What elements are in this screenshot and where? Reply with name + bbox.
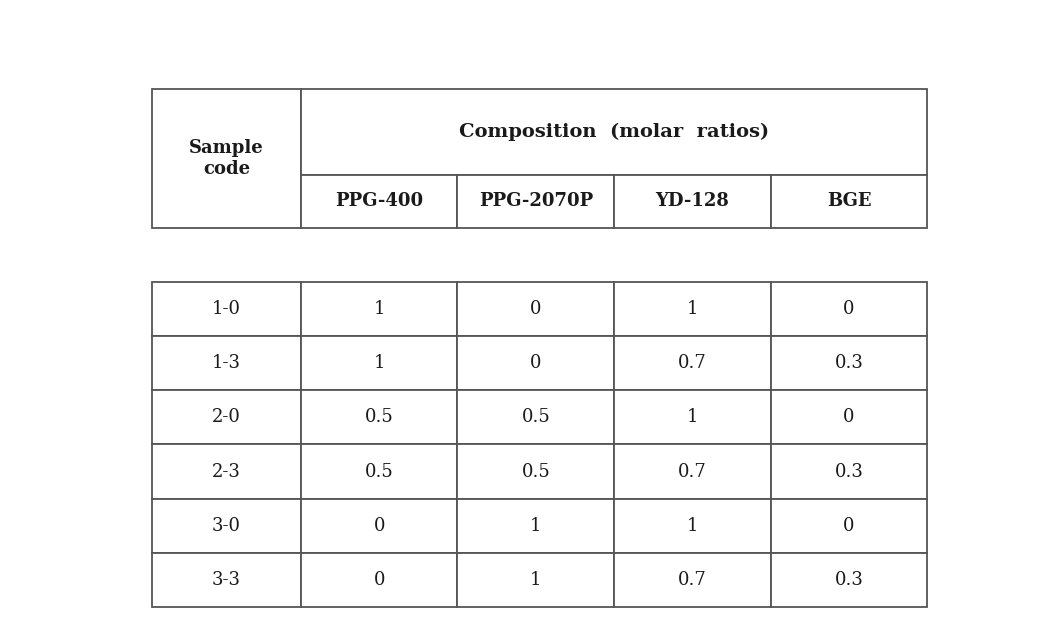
Bar bbox=[301, 175, 457, 228]
Text: 0.5: 0.5 bbox=[521, 462, 550, 481]
Bar bbox=[457, 553, 614, 607]
Text: 0: 0 bbox=[374, 517, 385, 535]
Bar bbox=[771, 499, 928, 553]
Bar bbox=[152, 282, 301, 336]
Text: 1: 1 bbox=[687, 300, 698, 318]
Text: 0.3: 0.3 bbox=[835, 354, 863, 372]
Bar bbox=[457, 499, 614, 553]
Text: 0: 0 bbox=[843, 300, 855, 318]
Text: 2-3: 2-3 bbox=[212, 462, 241, 481]
Text: 0: 0 bbox=[374, 571, 385, 589]
Bar bbox=[614, 553, 771, 607]
Text: 1: 1 bbox=[374, 354, 385, 372]
Bar bbox=[301, 336, 457, 391]
Text: 0.5: 0.5 bbox=[364, 408, 394, 426]
Bar bbox=[457, 282, 614, 336]
Bar bbox=[152, 553, 301, 607]
Text: 0: 0 bbox=[843, 517, 855, 535]
Bar bbox=[771, 336, 928, 391]
Text: 0.7: 0.7 bbox=[678, 571, 707, 589]
Text: 0.3: 0.3 bbox=[835, 462, 863, 481]
Bar bbox=[301, 445, 457, 499]
Text: 0.5: 0.5 bbox=[364, 462, 394, 481]
Text: 0.3: 0.3 bbox=[835, 571, 863, 589]
Text: 0.7: 0.7 bbox=[678, 462, 707, 481]
Text: Composition  (molar  ratios): Composition (molar ratios) bbox=[459, 123, 769, 141]
Bar bbox=[771, 553, 928, 607]
Bar bbox=[457, 175, 614, 228]
Text: PPG-400: PPG-400 bbox=[335, 192, 423, 211]
Bar bbox=[771, 282, 928, 336]
Text: 0: 0 bbox=[843, 408, 855, 426]
Bar bbox=[614, 391, 771, 445]
Bar bbox=[301, 282, 457, 336]
Bar bbox=[771, 391, 928, 445]
Text: 1: 1 bbox=[374, 300, 385, 318]
Text: 0: 0 bbox=[530, 300, 541, 318]
Text: 1-0: 1-0 bbox=[212, 300, 241, 318]
Bar bbox=[301, 499, 457, 553]
Bar bbox=[614, 499, 771, 553]
Bar bbox=[457, 391, 614, 445]
Bar bbox=[152, 88, 301, 228]
Text: 2-0: 2-0 bbox=[212, 408, 241, 426]
Bar bbox=[771, 175, 928, 228]
Text: 1-3: 1-3 bbox=[212, 354, 241, 372]
Text: 1: 1 bbox=[530, 571, 541, 589]
Bar bbox=[457, 336, 614, 391]
Bar bbox=[614, 336, 771, 391]
Text: 3-0: 3-0 bbox=[212, 517, 241, 535]
Bar bbox=[152, 391, 301, 445]
Bar bbox=[301, 553, 457, 607]
Text: 1: 1 bbox=[687, 408, 698, 426]
Bar bbox=[614, 445, 771, 499]
Bar bbox=[457, 445, 614, 499]
Bar bbox=[614, 282, 771, 336]
Bar bbox=[152, 499, 301, 553]
Text: 0.7: 0.7 bbox=[678, 354, 707, 372]
Text: 3-3: 3-3 bbox=[212, 571, 241, 589]
Text: YD-128: YD-128 bbox=[655, 192, 730, 211]
Bar bbox=[771, 445, 928, 499]
Text: PPG-2070P: PPG-2070P bbox=[479, 192, 593, 211]
Bar bbox=[301, 88, 928, 175]
Text: 1: 1 bbox=[687, 517, 698, 535]
Text: BGE: BGE bbox=[827, 192, 871, 211]
Bar bbox=[152, 445, 301, 499]
Text: 1: 1 bbox=[530, 517, 541, 535]
Bar bbox=[614, 175, 771, 228]
Text: 0.5: 0.5 bbox=[521, 408, 550, 426]
Text: Sample
code: Sample code bbox=[190, 139, 264, 177]
Text: 0: 0 bbox=[530, 354, 541, 372]
Bar bbox=[152, 336, 301, 391]
Bar bbox=[301, 391, 457, 445]
